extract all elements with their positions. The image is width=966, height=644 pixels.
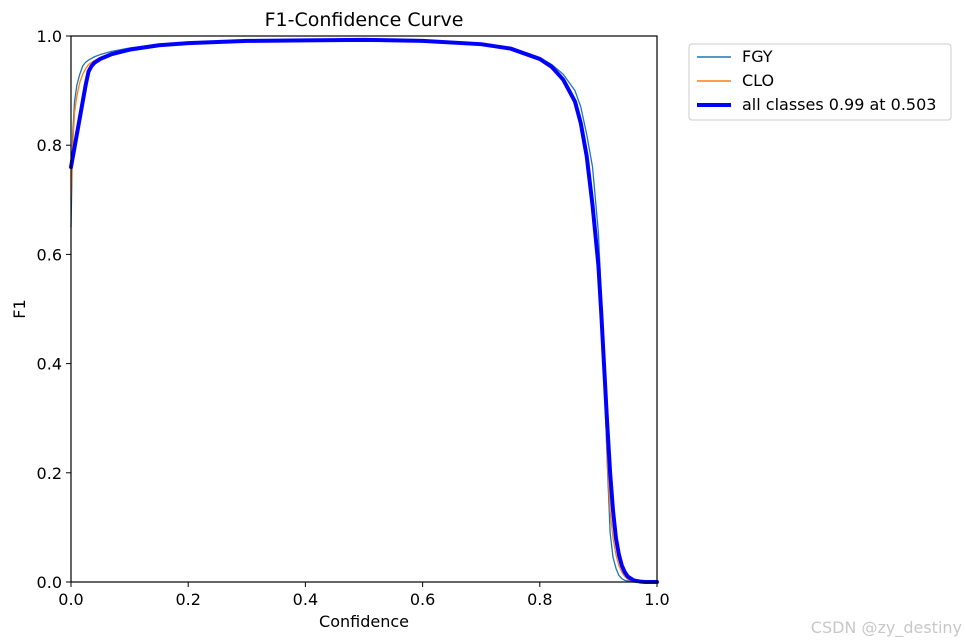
series-line-2: [69, 37, 659, 584]
y-tick-label: 1.0: [37, 27, 62, 46]
legend-label-all-classes: all classes 0.99 at 0.503: [742, 95, 936, 114]
y-tick-label: 0.4: [37, 355, 62, 374]
x-tick-label: 0.0: [58, 590, 83, 609]
legend-label-fgy: FGY: [742, 47, 773, 66]
series-group: [69, 37, 659, 584]
chart-title: F1-Confidence Curve: [265, 9, 464, 31]
watermark: CSDN @zy_destiny: [811, 618, 962, 638]
legend: FGY CLO all classes 0.99 at 0.503: [688, 43, 952, 121]
legend-label-clo: CLO: [742, 71, 774, 90]
y-tick-label: 0.2: [37, 464, 62, 483]
x-tick-label: 0.8: [527, 590, 552, 609]
y-tick-label: 0.8: [37, 136, 62, 155]
x-axis-ticks: 0.0 0.2 0.4 0.6 0.8 1.0: [58, 582, 670, 609]
plot-frame: [70, 35, 658, 583]
x-tick-label: 0.2: [175, 590, 200, 609]
x-tick-label: 1.0: [644, 590, 669, 609]
legend-box: [688, 43, 952, 121]
x-tick-label: 0.6: [410, 590, 435, 609]
y-axis-label: F1: [10, 299, 29, 318]
y-tick-label: 0.6: [37, 245, 62, 264]
y-axis-ticks: 0.0 0.2 0.4 0.6 0.8 1.0: [37, 27, 71, 592]
x-axis-label: Confidence: [319, 612, 409, 631]
x-tick-label: 0.4: [293, 590, 318, 609]
y-tick-label: 0.0: [37, 573, 62, 592]
